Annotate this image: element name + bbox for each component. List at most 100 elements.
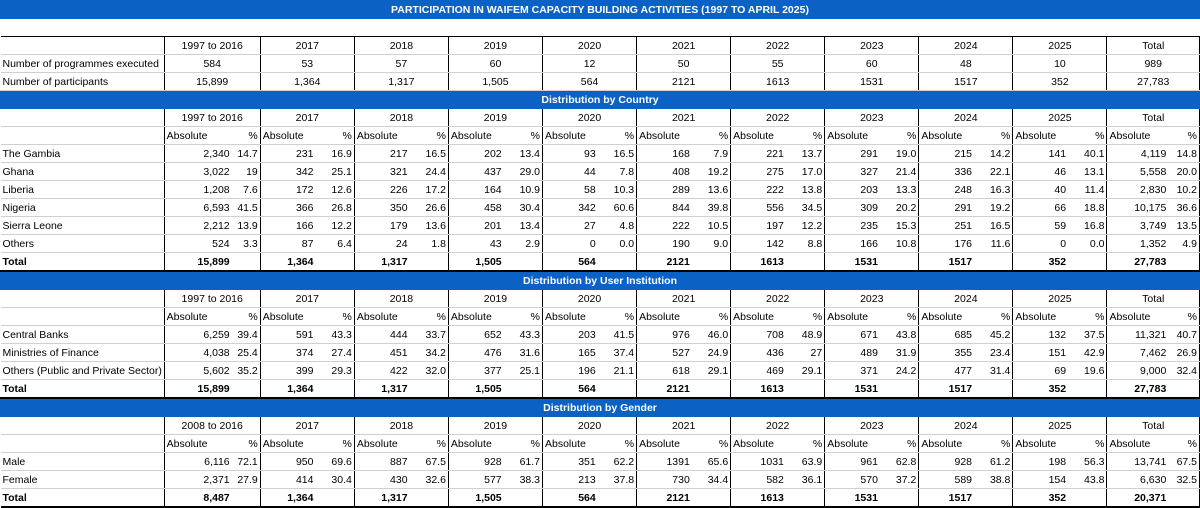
- percent-cell: 1.8: [409, 234, 449, 253]
- summary-value: 1613: [730, 72, 826, 91]
- absolute-cell: 374: [260, 343, 316, 362]
- summary-value: 584: [164, 54, 261, 73]
- percent-cell: 38.8: [974, 470, 1014, 489]
- percent-header: %: [691, 307, 732, 326]
- percent-cell: 21.4: [879, 162, 920, 181]
- percent-cell: 13.6: [409, 216, 449, 235]
- summary-year-header: 2020: [542, 36, 638, 55]
- summary-value: 1,364: [260, 72, 355, 91]
- absolute-cell: 976: [636, 325, 692, 344]
- percent-cell: 17.2: [409, 180, 449, 199]
- percent-cell: 13.6: [691, 180, 732, 199]
- total-absolute-cell: 27,783: [1106, 252, 1169, 272]
- absolute-cell: 355: [918, 343, 975, 362]
- absolute-cell: 248: [918, 180, 975, 199]
- absolute-cell: 275: [730, 162, 786, 181]
- absolute-cell: 2,212: [164, 216, 232, 235]
- percent-header: %: [503, 307, 543, 326]
- group-header: 2020: [542, 289, 638, 308]
- group-corner-cell: [0, 289, 165, 308]
- absolute-cell: 377: [448, 361, 504, 380]
- row-label: Sierra Leone: [0, 216, 165, 235]
- percent-cell: 63.9: [785, 452, 826, 471]
- absolute-header: Absolute: [1012, 307, 1069, 326]
- absolute-header: Absolute: [1106, 307, 1169, 326]
- absolute-cell: 1,352: [1106, 234, 1169, 253]
- absolute-cell: 477: [918, 361, 975, 380]
- absolute-cell: 43: [448, 234, 504, 253]
- absolute-cell: 222: [730, 180, 786, 199]
- total-absolute-cell: 1,505: [448, 379, 504, 399]
- group-corner-cell: [0, 108, 165, 127]
- absolute-header: Absolute: [636, 434, 692, 453]
- absolute-cell: 190: [636, 234, 692, 253]
- percent-cell: 36.6: [1168, 198, 1200, 217]
- percent-header: %: [879, 126, 920, 145]
- absolute-cell: 166: [824, 234, 880, 253]
- total-absolute-cell: 2121: [636, 379, 692, 399]
- absolute-cell: 226: [354, 180, 410, 199]
- absolute-cell: 165: [542, 343, 598, 362]
- absolute-cell: 59: [1012, 216, 1069, 235]
- total-percent-cell: [1168, 252, 1200, 272]
- percent-cell: 18.8: [1068, 198, 1108, 217]
- summary-value: 57: [354, 54, 449, 73]
- total-percent-cell: [691, 252, 732, 272]
- group-header-row: 1997 to 2016 2017 2018 2019 2020 2021 2022 2023…: [0, 289, 1200, 308]
- section-title-row: Distribution by Country: [0, 90, 1200, 109]
- row-label: Female: [0, 470, 165, 489]
- percent-cell: 32.5: [1168, 470, 1200, 489]
- absolute-cell: 366: [260, 198, 316, 217]
- total-percent-cell: [785, 379, 826, 399]
- summary-value: 564: [542, 72, 638, 91]
- percent-header: %: [785, 434, 826, 453]
- absolute-header: Absolute: [448, 126, 504, 145]
- percent-cell: 29.3: [315, 361, 355, 380]
- group-header: 2022: [730, 289, 826, 308]
- percent-cell: 10.9: [503, 180, 543, 199]
- total-percent-cell: [409, 488, 449, 508]
- absolute-cell: 730: [636, 470, 692, 489]
- total-label: Total: [0, 488, 165, 508]
- absolute-header: Absolute: [448, 307, 504, 326]
- percent-cell: 16.8: [1068, 216, 1108, 235]
- total-percent-cell: [879, 252, 920, 272]
- total-percent-cell: [974, 252, 1014, 272]
- total-percent-cell: [597, 379, 638, 399]
- absolute-cell: 213: [542, 470, 598, 489]
- percent-cell: 10.8: [879, 234, 920, 253]
- row-label: The Gambia: [0, 144, 165, 163]
- absolute-cell: 69: [1012, 361, 1069, 380]
- total-absolute-cell: 1,364: [260, 488, 316, 508]
- absolute-cell: 399: [260, 361, 316, 380]
- total-absolute-cell: 1531: [824, 379, 880, 399]
- summary-row: Number of participants 15,899 1,364 1,317 1,…: [0, 72, 1200, 91]
- summary-year-header: 2022: [730, 36, 826, 55]
- total-percent-cell: [409, 252, 449, 272]
- total-percent-cell: [1068, 252, 1108, 272]
- total-absolute-cell: 1517: [918, 379, 975, 399]
- total-absolute-cell: 20,371: [1106, 488, 1169, 508]
- absolute-cell: 444: [354, 325, 410, 344]
- percent-cell: 43.3: [503, 325, 543, 344]
- group-header: 2017: [260, 108, 355, 127]
- absolute-cell: 221: [730, 144, 786, 163]
- percent-cell: 11.6: [974, 234, 1014, 253]
- data-row: Others 524 3.3 87 6.4 24 1.8 43 2.9 0 0.0 190 9.0 142…: [0, 234, 1200, 253]
- total-percent-cell: [691, 488, 732, 508]
- percent-header: %: [691, 126, 732, 145]
- section-title-row: Distribution by User Institution: [0, 270, 1200, 290]
- percent-cell: 27.4: [315, 343, 355, 362]
- total-absolute-cell: 27,783: [1106, 379, 1169, 399]
- summary-row-label: Number of participants: [0, 72, 165, 91]
- percent-header: %: [785, 126, 826, 145]
- percent-header: %: [315, 307, 355, 326]
- group-header: 2024: [918, 416, 1014, 435]
- percent-cell: 62.8: [879, 452, 920, 471]
- absolute-cell: 164: [448, 180, 504, 199]
- absolute-cell: 430: [354, 470, 410, 489]
- summary-year-header: 2017: [260, 36, 355, 55]
- absolute-cell: 2,371: [164, 470, 232, 489]
- group-header: 1997 to 2016: [164, 289, 261, 308]
- absolute-cell: 6,116: [164, 452, 232, 471]
